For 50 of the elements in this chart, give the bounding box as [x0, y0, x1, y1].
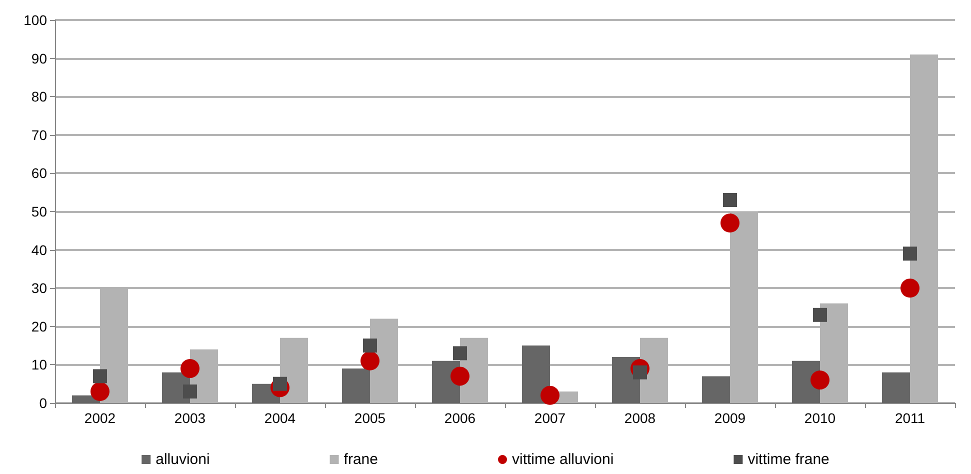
y-tick-label: 0: [39, 395, 48, 411]
bar: [882, 372, 910, 403]
point: [180, 359, 200, 378]
x-tick-label: 2005: [354, 410, 386, 426]
y-tick-label: 100: [24, 12, 48, 28]
legend-label: alluvioni: [156, 451, 210, 468]
x-tick-label: 2002: [84, 410, 116, 426]
x-tick-label: 2007: [534, 410, 566, 426]
point: [903, 246, 917, 261]
point: [900, 278, 920, 298]
point: [453, 346, 467, 360]
bar: [820, 303, 848, 403]
y-tick-label: 50: [31, 204, 48, 220]
y-tick-label: 80: [31, 88, 48, 105]
legend-label: vittime alluvioni: [512, 451, 614, 468]
bar: [342, 368, 370, 403]
x-tick-label: 2011: [894, 410, 926, 426]
bar: [910, 54, 938, 403]
bar: [100, 288, 128, 403]
y-tick-label: 90: [31, 50, 48, 66]
x-tick-label: 2010: [804, 410, 836, 426]
legend-label: vittime frane: [748, 451, 830, 468]
point: [720, 213, 740, 232]
x-tick-label: 2009: [714, 410, 746, 426]
bar: [522, 346, 550, 403]
point: [813, 308, 827, 322]
x-tick-label: 2008: [624, 410, 656, 426]
bar: [280, 338, 308, 403]
point: [93, 369, 107, 384]
point: [540, 386, 560, 405]
y-tick-label: 40: [31, 242, 48, 258]
y-tick-label: 70: [31, 126, 48, 143]
x-tick-label: 2006: [444, 410, 476, 426]
y-tick-label: 60: [31, 165, 48, 182]
point: [723, 193, 737, 208]
bar: [702, 376, 730, 403]
y-tick-label: 20: [31, 318, 48, 334]
point: [450, 366, 470, 386]
point: [90, 382, 110, 402]
legend-label: frane: [344, 451, 378, 468]
bar: [640, 338, 668, 403]
x-tick-label: 2004: [264, 410, 296, 426]
point: [183, 384, 197, 399]
x-tick-label: 2003: [174, 410, 206, 426]
y-tick-label: 30: [31, 280, 48, 296]
point: [360, 351, 380, 370]
bar: [730, 212, 758, 403]
point: [810, 370, 830, 390]
y-tick-label: 10: [31, 356, 48, 373]
point: [363, 338, 377, 353]
